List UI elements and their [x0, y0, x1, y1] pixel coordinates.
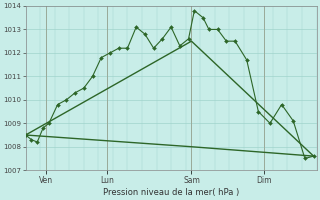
X-axis label: Pression niveau de la mer( hPa ): Pression niveau de la mer( hPa ) [103, 188, 239, 197]
